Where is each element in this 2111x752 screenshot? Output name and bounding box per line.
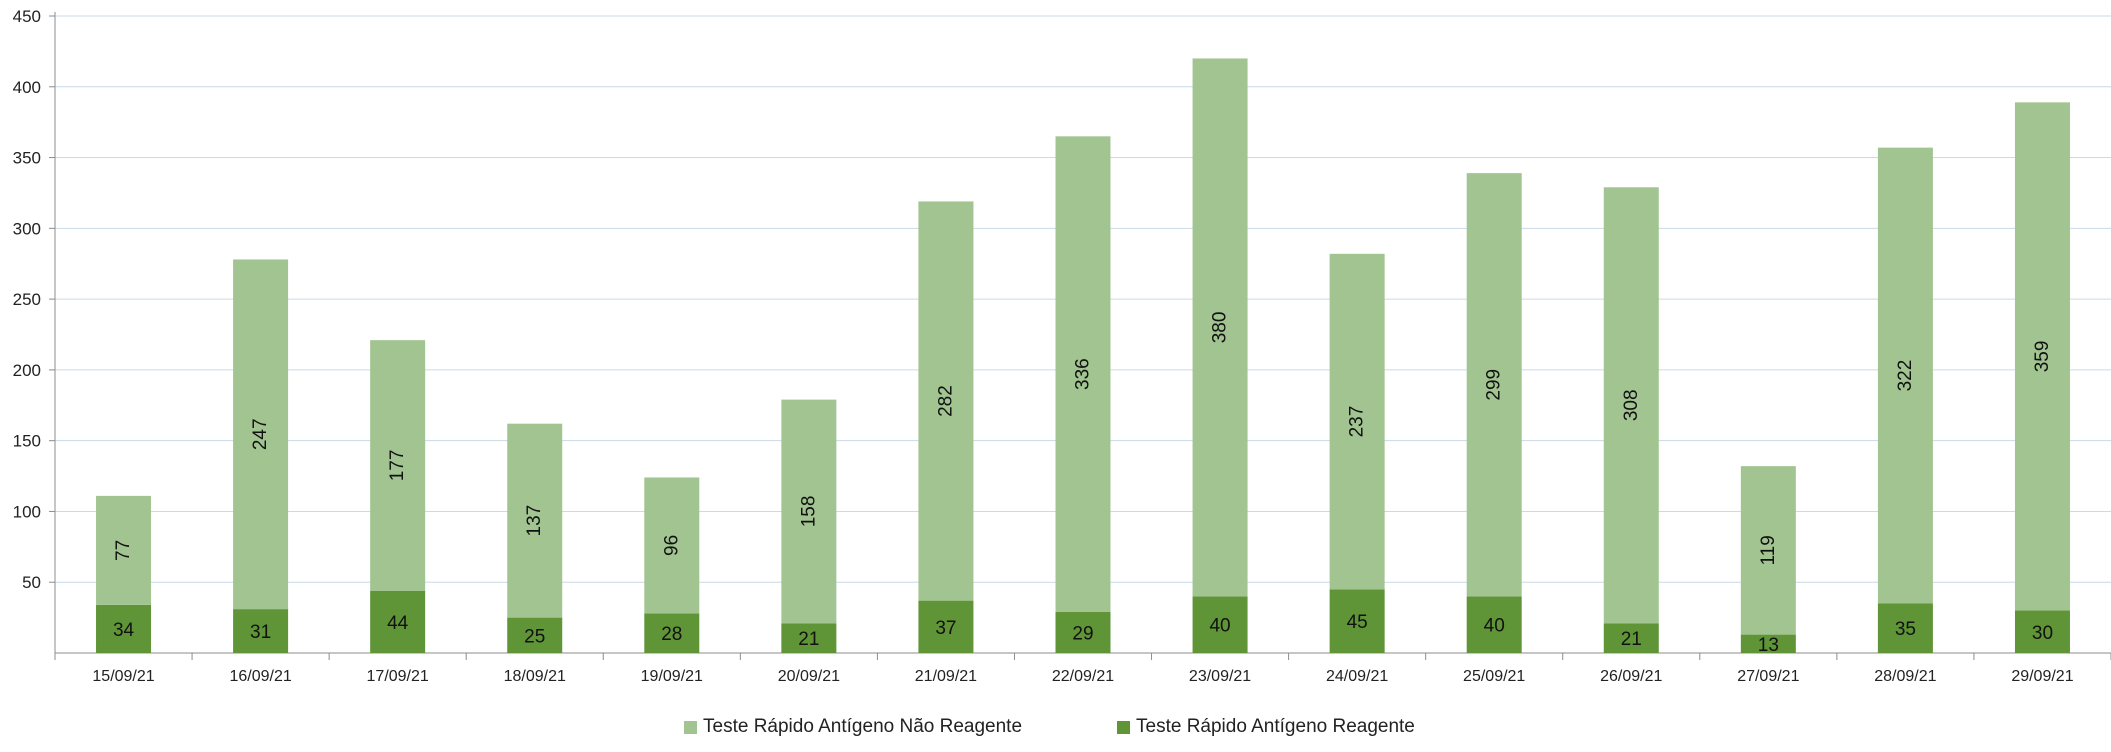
- bar-segment-nao-reagente: [1055, 136, 1111, 612]
- chart-svg: 450 400 350 300 250 200 150 100 50 34 77 15/09/21 31…: [13, 7, 2111, 685]
- y-tick-label: 250: [13, 290, 41, 309]
- bar-segment-reagente: [2014, 610, 2070, 653]
- x-tick-label: 25/09/21: [1463, 668, 1525, 685]
- x-tick-label: 20/09/21: [778, 668, 840, 685]
- data-label-nao-reagente: 237: [1347, 406, 1368, 438]
- x-tick-label: 27/09/21: [1737, 668, 1799, 685]
- bar-segment-reagente: [96, 604, 152, 653]
- data-label-reagente: 40: [1209, 616, 1230, 637]
- data-label-nao-reagente: 322: [1895, 360, 1916, 392]
- data-label-reagente: 37: [935, 618, 956, 639]
- y-tick-label: 400: [13, 78, 41, 97]
- bar-segment-nao-reagente: [1192, 58, 1248, 597]
- bar-segment-reagente: [1329, 589, 1385, 653]
- bar-segment-reagente: [507, 617, 563, 653]
- bar-segment-nao-reagente: [1329, 253, 1385, 590]
- bar-segment-nao-reagente: [370, 340, 426, 591]
- data-label-reagente: 25: [524, 626, 545, 647]
- x-tick-label: 19/09/21: [641, 668, 703, 685]
- bar-segment-reagente: [233, 609, 289, 653]
- bar-segment-reagente: [644, 613, 700, 653]
- legend: Teste Rápido Antígeno Não Reagente Teste…: [0, 716, 2111, 740]
- bar-segment-nao-reagente: [233, 259, 289, 610]
- bar-segment-reagente: [1877, 603, 1933, 653]
- bar-segment-reagente: [918, 600, 974, 653]
- data-label-nao-reagente: 119: [1758, 535, 1779, 565]
- legend-label-nao-reagente: Teste Rápido Antígeno Não Reagente: [703, 716, 1023, 737]
- data-label-nao-reagente: 336: [1073, 358, 1094, 390]
- bar-segment-reagente: [1055, 611, 1111, 653]
- bar-segment-reagente: [370, 590, 426, 653]
- data-label-nao-reagente: 282: [935, 385, 956, 417]
- bar-segment-nao-reagente: [507, 423, 563, 618]
- x-tick-label: 28/09/21: [1874, 668, 1936, 685]
- bar-segment-reagente: [1603, 623, 1659, 653]
- y-tick-label: 200: [13, 361, 41, 380]
- legend-label-reagente: Teste Rápido Antígeno Reagente: [1136, 716, 1415, 737]
- bar-segment-nao-reagente: [781, 399, 837, 624]
- x-tick-label: 29/09/21: [2011, 668, 2073, 685]
- x-tick-label: 18/09/21: [504, 668, 566, 685]
- data-label-nao-reagente: 299: [1484, 369, 1505, 401]
- data-label-reagente: 40: [1484, 616, 1505, 637]
- bar-segment-nao-reagente: [918, 201, 974, 601]
- bar-segment-reagente: [1740, 634, 1796, 653]
- y-tick-label: 350: [13, 149, 41, 168]
- bar-segment-nao-reagente: [1603, 187, 1659, 624]
- data-label-nao-reagente: 380: [1210, 312, 1231, 344]
- bar-segment-nao-reagente: [1877, 147, 1933, 604]
- data-label-reagente: 29: [1072, 623, 1093, 644]
- bar-segment-nao-reagente: [1466, 173, 1522, 597]
- bar-segment-reagente: [1466, 596, 1522, 653]
- data-label-reagente: 45: [1347, 612, 1368, 633]
- data-label-nao-reagente: 158: [798, 496, 819, 528]
- data-label-reagente: 44: [387, 613, 409, 634]
- data-label-reagente: 35: [1895, 619, 1916, 640]
- data-label-nao-reagente: 359: [2032, 341, 2053, 373]
- data-label-reagente: 34: [113, 620, 135, 641]
- data-label-nao-reagente: 177: [387, 450, 408, 482]
- legend-swatch-nao-reagente: [684, 720, 697, 734]
- data-label-nao-reagente: 137: [524, 505, 545, 537]
- legend-item-nao-reagente: Teste Rápido Antígeno Não Reagente: [684, 716, 1022, 738]
- data-label-nao-reagente: 308: [1621, 389, 1642, 421]
- bar-segment-reagente: [781, 623, 837, 653]
- bar-segment-nao-reagente: [96, 495, 152, 605]
- x-tick-label: 17/09/21: [367, 668, 429, 685]
- data-label-reagente: 31: [250, 622, 271, 643]
- bar-segment-nao-reagente: [2014, 102, 2070, 611]
- x-tick-label: 22/09/21: [1052, 668, 1114, 685]
- data-label-nao-reagente: 96: [661, 535, 682, 556]
- bar-segment-nao-reagente: [1740, 466, 1796, 635]
- y-tick-label: 100: [13, 502, 41, 521]
- bar-segment-reagente: [1192, 596, 1248, 653]
- data-label-reagente: 30: [2032, 623, 2053, 644]
- x-tick-label: 23/09/21: [1189, 668, 1251, 685]
- bar-segment-nao-reagente: [644, 477, 700, 614]
- data-label-reagente: 13: [1758, 635, 1779, 656]
- x-tick-label: 21/09/21: [915, 668, 977, 685]
- y-tick-label: 450: [13, 7, 41, 26]
- x-tick-label: 26/09/21: [1600, 668, 1662, 685]
- legend-item-reagente: Teste Rápido Antígeno Reagente: [1117, 716, 1415, 738]
- y-tick-label: 300: [13, 219, 41, 238]
- data-label-reagente: 21: [1621, 629, 1642, 650]
- data-label-reagente: 28: [661, 624, 682, 645]
- x-tick-label: 15/09/21: [92, 668, 154, 685]
- y-tick-label: 150: [13, 432, 41, 451]
- y-tick-label: 50: [22, 573, 41, 592]
- data-label-reagente: 21: [798, 629, 819, 650]
- legend-swatch-reagente: [1117, 720, 1130, 734]
- data-label-nao-reagente: 247: [250, 418, 271, 450]
- data-label-nao-reagente: 77: [113, 540, 134, 561]
- x-tick-label: 24/09/21: [1326, 668, 1388, 685]
- x-tick-label: 16/09/21: [229, 668, 291, 685]
